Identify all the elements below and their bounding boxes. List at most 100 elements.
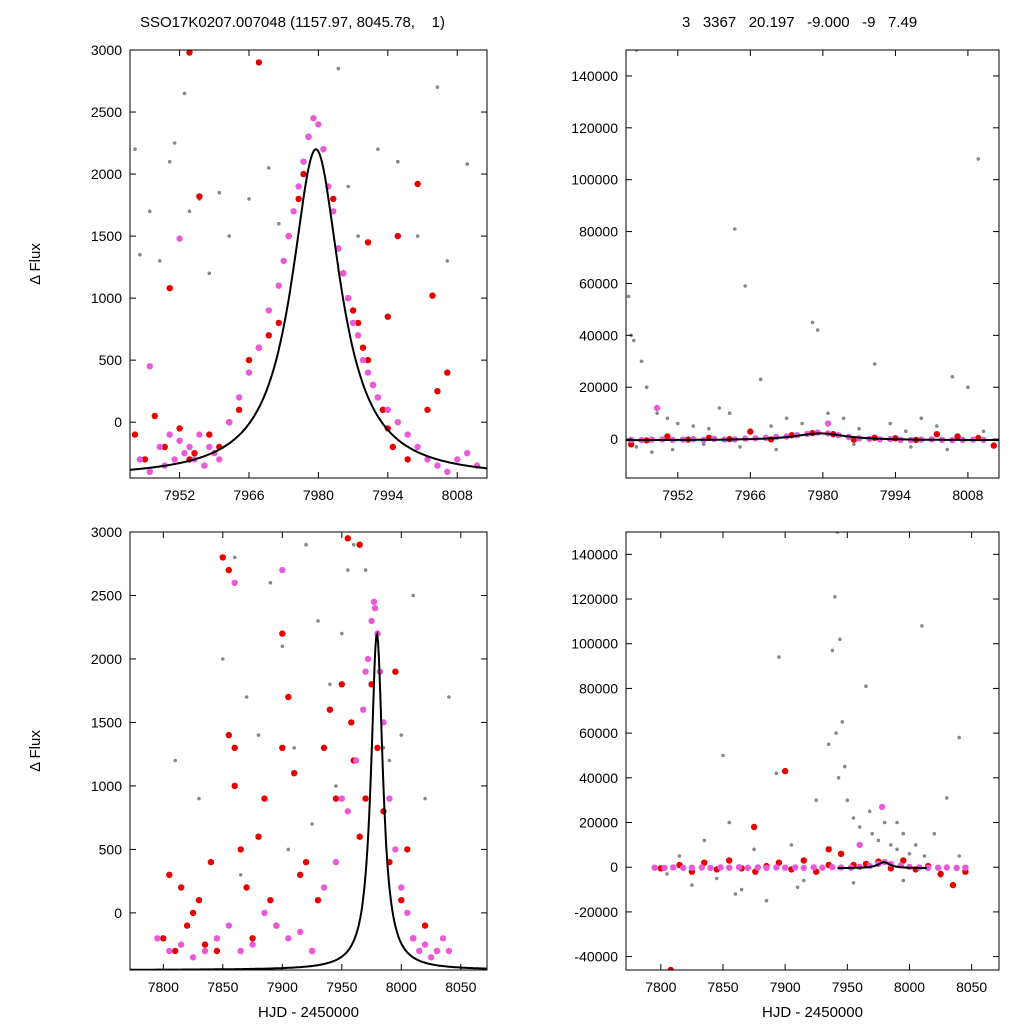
x-tick-label: 7966 (233, 487, 264, 503)
magenta-point (464, 450, 471, 457)
plot-frame (129, 49, 488, 479)
grey-point (701, 442, 706, 447)
model-curve (626, 432, 999, 442)
y-tick-label: 40000 (579, 770, 618, 786)
magenta-point (924, 864, 932, 872)
grey-point (889, 843, 893, 847)
red-point (434, 388, 441, 395)
magenta-point (231, 579, 238, 586)
magenta-point (226, 419, 233, 426)
red-point (949, 881, 957, 889)
grey-point (733, 892, 738, 896)
grey-point (935, 424, 939, 428)
model-curve (837, 861, 927, 870)
magenta-point (280, 257, 287, 265)
x-tick-label: 7952 (662, 487, 693, 503)
magenta-point (146, 363, 153, 370)
grey-point (743, 284, 747, 288)
grey-point (739, 887, 744, 892)
grey-point (769, 424, 773, 428)
y-tick-label: 500 (99, 841, 123, 857)
plot-frame (625, 49, 1000, 479)
red-point (206, 431, 213, 438)
red-point (900, 857, 907, 864)
y-tick-label: 3000 (91, 42, 122, 58)
red-point (249, 935, 256, 942)
magenta-point (235, 394, 243, 401)
grey-point (795, 885, 800, 890)
grey-point (840, 720, 845, 724)
panel-bottom-right: 7800 7850 7900 7950 8000 8050 -40000 -20000 0 200… (571, 531, 1000, 1021)
red-point (320, 744, 328, 751)
magenta-point (717, 864, 724, 871)
red-point (166, 285, 173, 292)
header-right-stats: 3 3367 20.197 -9.000 -9 7.49 (682, 14, 918, 31)
magenta-point (315, 121, 322, 128)
red-point (219, 554, 226, 561)
grey-point (256, 733, 261, 737)
red-point (267, 897, 274, 904)
red-point (354, 319, 362, 327)
grey-point (328, 682, 332, 687)
grey-point (334, 784, 338, 788)
x-tick-label: 7980 (303, 487, 334, 503)
grey-point (738, 445, 742, 449)
grey-point (435, 85, 440, 89)
x-tick-label: 8050 (445, 979, 476, 995)
magenta-point (345, 294, 352, 302)
grey-point (376, 147, 380, 151)
grey-point (182, 91, 187, 96)
magenta-point (176, 235, 183, 242)
x-axis-label: HJD - 2450000 (258, 1004, 359, 1021)
magenta-point (237, 947, 244, 955)
header-left-title: SSO17K0207.007048 (1157.97, 8045.78, 1) (140, 14, 445, 31)
red-point (196, 193, 203, 200)
x-tick-label: 7994 (372, 487, 403, 503)
grey-point (901, 831, 906, 836)
grey-point (138, 252, 142, 257)
magenta-point (410, 935, 417, 942)
x-tick-label: 7800 (645, 979, 676, 995)
red-point (392, 668, 399, 675)
grey-point (836, 776, 841, 780)
grey-point (784, 416, 789, 421)
y-tick-label: 80000 (579, 224, 618, 240)
magenta-point (392, 846, 399, 853)
red-point (429, 292, 436, 299)
magenta-point (186, 443, 193, 451)
x-tick-label: 7800 (148, 979, 179, 995)
magenta-point (369, 381, 377, 389)
red-point (243, 884, 250, 891)
grey-point (665, 872, 669, 876)
y-tick-label: -20000 (574, 904, 618, 920)
magenta-point (297, 928, 304, 936)
grey-point (650, 450, 654, 454)
grey-point (173, 758, 177, 763)
magenta-point (943, 864, 950, 871)
grey-point (810, 320, 815, 325)
grey-point (758, 377, 763, 382)
magenta-point (352, 757, 360, 764)
grey-point (857, 825, 862, 829)
grey-point (232, 555, 237, 560)
red-point (186, 50, 193, 56)
grey-point (888, 421, 892, 426)
grey-point (286, 847, 291, 852)
grey-point (826, 411, 830, 416)
magenta-point (754, 864, 761, 871)
red-point (131, 431, 139, 438)
red-point (189, 909, 197, 917)
grey-point (864, 684, 868, 688)
magenta-point (370, 598, 378, 605)
red-point (265, 332, 272, 339)
grey-point (802, 878, 806, 883)
magenta-point (305, 133, 312, 140)
red-point (374, 744, 381, 751)
magenta-point (340, 270, 347, 277)
grey-point (670, 447, 675, 452)
grey-point (870, 831, 874, 836)
grey-point (932, 831, 937, 836)
red-point (279, 630, 286, 637)
magenta-point (273, 922, 280, 929)
magenta-point (320, 884, 328, 891)
